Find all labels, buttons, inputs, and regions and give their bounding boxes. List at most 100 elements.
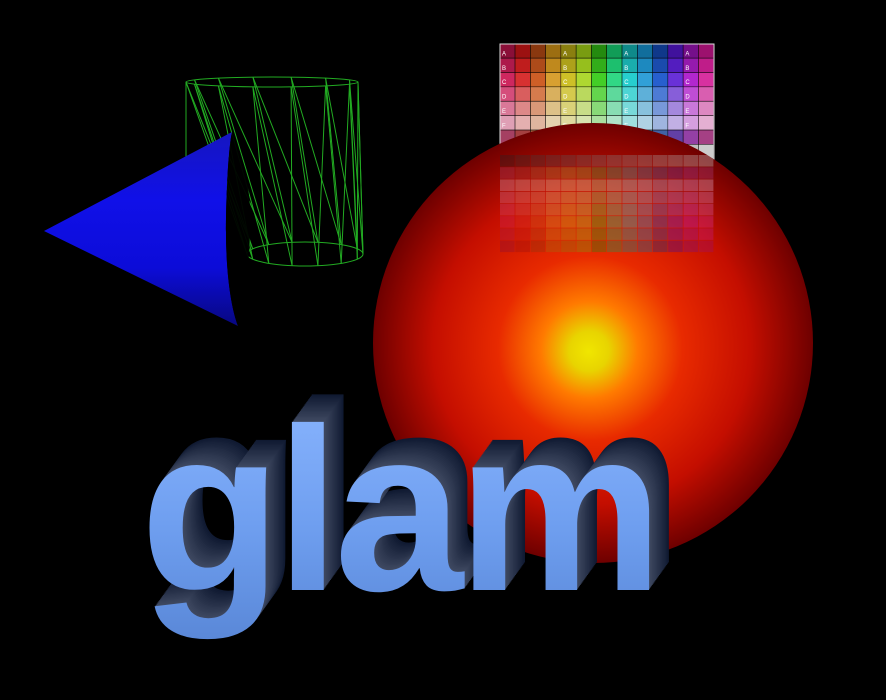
color-chart-row-letter: E	[563, 109, 567, 115]
color-chart-swatch-reflection	[561, 179, 576, 191]
glam-text-extrusion-layer: glam	[160, 354, 677, 613]
red-glowing-sphere	[373, 123, 813, 563]
color-chart-swatch-reflection	[545, 167, 561, 179]
color-chart-swatch	[652, 44, 668, 58]
color-chart-swatch	[515, 44, 530, 58]
glam-text-extrusion-layer: glam	[147, 371, 664, 630]
color-chart-row-letter: D	[624, 95, 629, 101]
color-chart-swatch	[622, 101, 637, 116]
color-chart-swatch-reflection	[698, 240, 714, 253]
color-chart-swatch-reflection	[622, 155, 637, 167]
color-chart-swatch-reflection	[637, 179, 653, 191]
color-chart-swatch-reflection	[668, 228, 683, 240]
color-chart-swatch	[530, 44, 546, 58]
color-chart-swatch-reflection	[698, 167, 714, 179]
color-chart-swatch-reflection	[561, 216, 576, 228]
color-chart-swatch-reflection	[698, 191, 714, 204]
color-chart-row-letter: D	[685, 95, 690, 101]
color-chart-swatch	[545, 101, 561, 116]
color-chart-swatch-reflection	[515, 216, 530, 228]
color-chart-swatch-reflection	[545, 240, 561, 253]
color-chart-swatch-reflection	[607, 179, 622, 191]
color-chart-swatch-reflection	[622, 216, 637, 228]
color-chart-swatch-reflection	[500, 228, 515, 240]
color-chart-swatch-reflection	[698, 228, 714, 240]
color-chart-swatch	[668, 115, 683, 130]
color-chart-swatch-reflection	[652, 203, 668, 216]
color-chart-swatch	[652, 101, 668, 116]
color-chart-swatch-reflection	[652, 216, 668, 228]
color-chart-swatch	[637, 115, 653, 130]
glam-text-extrusion-layer: glam	[142, 379, 659, 638]
color-chart-swatch-reflection	[561, 228, 576, 240]
color-chart-swatch-reflection	[545, 216, 561, 228]
color-chart-swatch	[668, 58, 683, 73]
color-chart-swatch	[530, 87, 546, 101]
color-chart-swatch-reflection	[515, 167, 530, 179]
color-chart-swatch-reflection	[607, 216, 622, 228]
color-chart-swatch-reflection	[622, 179, 637, 191]
color-chart-swatch	[515, 72, 530, 87]
color-chart-swatch	[607, 72, 622, 87]
glam-text-extrusion-layer: glam	[159, 355, 676, 614]
color-chart-swatch-reflection	[530, 167, 546, 179]
color-chart-swatch	[576, 87, 592, 101]
color-chart-swatch-reflection	[530, 228, 546, 240]
color-chart-row-letter: A	[624, 51, 628, 57]
glam-text-face: glam	[140, 381, 657, 640]
color-chart-swatch	[576, 72, 592, 87]
color-chart-row-letter: E	[685, 109, 689, 115]
color-chart-swatch	[500, 87, 515, 101]
color-chart-swatch-reflection	[591, 216, 607, 228]
color-chart-swatch	[530, 72, 546, 87]
color-chart-swatch-reflection	[561, 203, 576, 216]
color-chart-swatch-reflection	[683, 155, 699, 167]
color-chart-swatch	[591, 58, 607, 73]
color-chart-swatch-reflection	[500, 240, 515, 253]
color-chart-swatch	[698, 115, 714, 130]
color-chart-swatch-reflection	[576, 240, 592, 253]
color-chart-swatch-reflection	[622, 228, 637, 240]
color-chart-swatch-reflection	[515, 155, 530, 167]
color-chart-swatch-reflection	[637, 203, 653, 216]
color-chart-swatch-reflection	[530, 240, 546, 253]
color-chart-swatch-reflection	[607, 240, 622, 253]
color-chart-swatch-reflection	[683, 191, 699, 204]
color-chart-swatch	[637, 101, 653, 116]
color-chart-swatch	[698, 44, 714, 58]
color-chart-swatch-reflection	[668, 203, 683, 216]
color-chart-swatch-reflection	[637, 240, 653, 253]
glam-text-extrusion-layer: glam	[155, 360, 672, 619]
color-chart-row-letter: E	[624, 109, 628, 115]
color-chart-swatch-reflection	[683, 240, 699, 253]
color-chart-row-letter: F	[502, 123, 506, 129]
color-chart-swatch-reflection	[652, 240, 668, 253]
color-chart-swatch-reflection	[515, 191, 530, 204]
glam-text-extrusion-layer: glam	[154, 361, 671, 620]
glam-text-extrusion-layer: glam	[150, 367, 667, 626]
color-chart-swatch-reflection	[530, 216, 546, 228]
color-chart-swatch	[500, 58, 515, 73]
color-chart-swatch-reflection	[637, 167, 653, 179]
color-chart-swatch	[683, 115, 699, 130]
color-chart-swatch-reflection	[591, 167, 607, 179]
color-chart-swatch	[622, 72, 637, 87]
color-chart-swatch	[515, 87, 530, 101]
color-chart-swatch	[530, 101, 546, 116]
color-chart-swatch-reflection	[515, 179, 530, 191]
color-chart-swatch	[591, 44, 607, 58]
color-chart-swatch-reflection	[576, 191, 592, 204]
color-chart-swatch-reflection	[515, 228, 530, 240]
glam-3d-text: glamglamglamglamglamglamglamglamglamglam…	[140, 354, 683, 641]
color-chart-swatch-reflection	[500, 155, 515, 167]
color-chart-swatch-reflection	[591, 203, 607, 216]
color-chart-swatch	[561, 44, 576, 58]
color-chart-swatch	[500, 115, 515, 130]
color-chart-swatch-reflection	[530, 179, 546, 191]
color-chart-swatch-reflection	[622, 203, 637, 216]
blue-cone	[44, 132, 251, 326]
color-chart-swatch-reflection	[637, 191, 653, 204]
color-chart-swatch-reflection	[652, 191, 668, 204]
color-chart-swatch-reflection	[561, 191, 576, 204]
